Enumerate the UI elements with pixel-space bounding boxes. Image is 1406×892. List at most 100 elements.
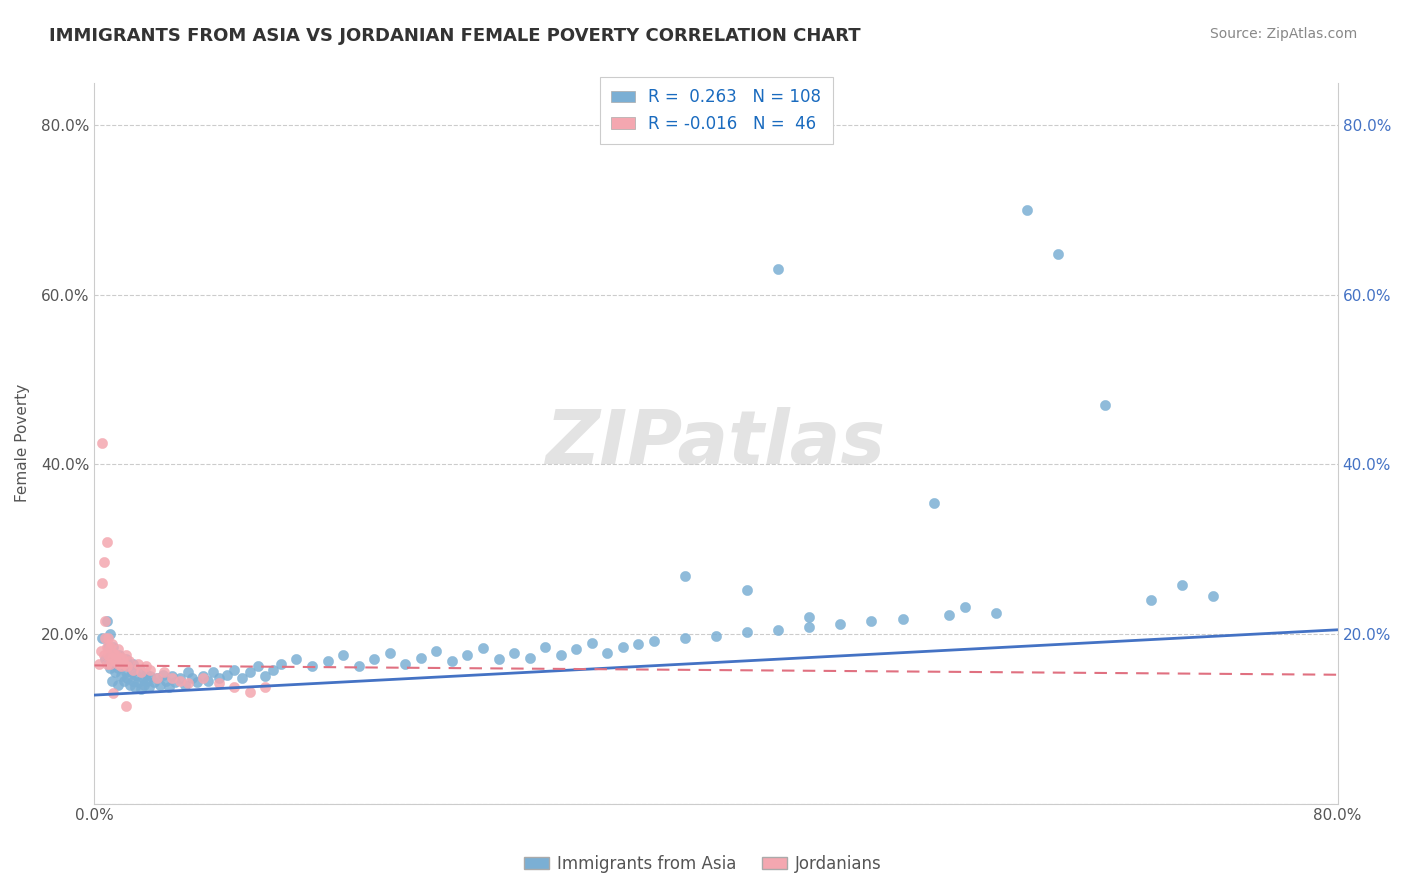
Legend: Immigrants from Asia, Jordanians: Immigrants from Asia, Jordanians bbox=[517, 848, 889, 880]
Point bbox=[165, 675, 187, 690]
Point bbox=[121, 665, 143, 680]
Point bbox=[197, 673, 219, 688]
Point bbox=[425, 644, 447, 658]
Point bbox=[316, 654, 339, 668]
Point bbox=[98, 640, 121, 654]
Point bbox=[201, 665, 224, 680]
Point bbox=[114, 652, 136, 666]
Point bbox=[1171, 578, 1194, 592]
Point bbox=[135, 659, 157, 673]
Point bbox=[139, 663, 162, 677]
Point bbox=[128, 663, 150, 677]
Text: IMMIGRANTS FROM ASIA VS JORDANIAN FEMALE POVERTY CORRELATION CHART: IMMIGRANTS FROM ASIA VS JORDANIAN FEMALE… bbox=[49, 27, 860, 45]
Point bbox=[409, 650, 432, 665]
Point bbox=[285, 652, 308, 666]
Point bbox=[101, 646, 124, 660]
Point bbox=[363, 652, 385, 666]
Point bbox=[107, 657, 129, 671]
Point bbox=[157, 680, 180, 694]
Point bbox=[160, 671, 183, 685]
Point bbox=[112, 657, 135, 671]
Y-axis label: Female Poverty: Female Poverty bbox=[15, 384, 30, 502]
Point bbox=[111, 657, 134, 671]
Point bbox=[124, 680, 146, 694]
Point bbox=[98, 661, 121, 675]
Point bbox=[125, 667, 148, 681]
Point bbox=[96, 657, 118, 671]
Point bbox=[704, 629, 727, 643]
Point bbox=[120, 678, 142, 692]
Point bbox=[118, 654, 141, 668]
Point bbox=[1140, 593, 1163, 607]
Point bbox=[104, 665, 127, 680]
Point bbox=[254, 669, 277, 683]
Point bbox=[97, 640, 120, 654]
Point bbox=[231, 671, 253, 685]
Point bbox=[96, 535, 118, 549]
Point bbox=[114, 648, 136, 663]
Point bbox=[673, 569, 696, 583]
Point bbox=[105, 652, 128, 666]
Point bbox=[115, 671, 138, 685]
Point bbox=[100, 637, 122, 651]
Point bbox=[111, 650, 134, 665]
Point bbox=[135, 666, 157, 681]
Point bbox=[142, 675, 165, 690]
Point bbox=[799, 620, 821, 634]
Point bbox=[97, 632, 120, 646]
Text: ZIPatlas: ZIPatlas bbox=[546, 407, 886, 480]
Point bbox=[110, 669, 132, 683]
Point bbox=[953, 599, 976, 614]
Point bbox=[153, 665, 176, 680]
Point bbox=[94, 632, 117, 646]
Point bbox=[105, 648, 128, 663]
Point bbox=[101, 640, 124, 654]
Point bbox=[107, 661, 129, 675]
Point bbox=[488, 652, 510, 666]
Point bbox=[101, 686, 124, 700]
Point bbox=[129, 682, 152, 697]
Point bbox=[107, 642, 129, 657]
Point bbox=[239, 665, 262, 680]
Point bbox=[581, 635, 603, 649]
Point bbox=[208, 671, 231, 685]
Point bbox=[114, 699, 136, 714]
Point bbox=[938, 608, 960, 623]
Point bbox=[922, 495, 945, 509]
Point bbox=[131, 671, 153, 685]
Point bbox=[97, 648, 120, 663]
Point bbox=[627, 637, 650, 651]
Point bbox=[138, 680, 160, 694]
Point bbox=[891, 612, 914, 626]
Point bbox=[96, 615, 118, 629]
Point bbox=[766, 623, 789, 637]
Point bbox=[96, 640, 118, 654]
Point bbox=[193, 669, 215, 683]
Point bbox=[107, 678, 129, 692]
Point bbox=[224, 663, 246, 677]
Point bbox=[440, 654, 463, 668]
Point bbox=[90, 644, 112, 658]
Point bbox=[224, 680, 246, 694]
Point bbox=[735, 582, 758, 597]
Point bbox=[112, 673, 135, 688]
Point bbox=[270, 657, 292, 671]
Point bbox=[208, 676, 231, 690]
Point bbox=[155, 673, 177, 688]
Point bbox=[239, 684, 262, 698]
Point bbox=[735, 625, 758, 640]
Point bbox=[127, 675, 149, 690]
Point bbox=[612, 640, 634, 654]
Point bbox=[139, 669, 162, 683]
Point bbox=[149, 678, 172, 692]
Point bbox=[108, 650, 131, 665]
Point bbox=[456, 648, 478, 663]
Point bbox=[93, 648, 115, 663]
Point bbox=[108, 648, 131, 663]
Point bbox=[100, 650, 122, 665]
Point bbox=[122, 673, 145, 688]
Point bbox=[830, 616, 852, 631]
Point bbox=[550, 648, 572, 663]
Point bbox=[114, 665, 136, 680]
Point bbox=[98, 627, 121, 641]
